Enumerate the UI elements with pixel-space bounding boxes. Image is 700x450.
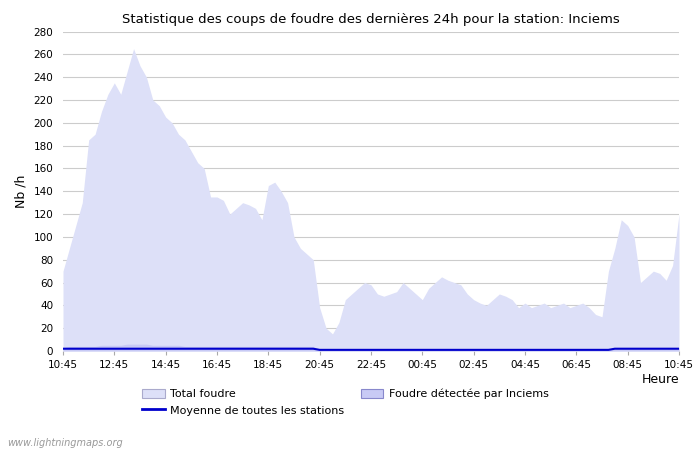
Text: www.lightningmaps.org: www.lightningmaps.org — [7, 438, 122, 448]
Y-axis label: Nb /h: Nb /h — [15, 175, 28, 208]
Title: Statistique des coups de foudre des dernières 24h pour la station: Inciems: Statistique des coups de foudre des dern… — [122, 13, 620, 26]
Text: Heure: Heure — [641, 374, 679, 387]
Legend: Total foudre, Moyenne de toutes les stations, Foudre détectée par Inciems: Total foudre, Moyenne de toutes les stat… — [143, 388, 549, 416]
